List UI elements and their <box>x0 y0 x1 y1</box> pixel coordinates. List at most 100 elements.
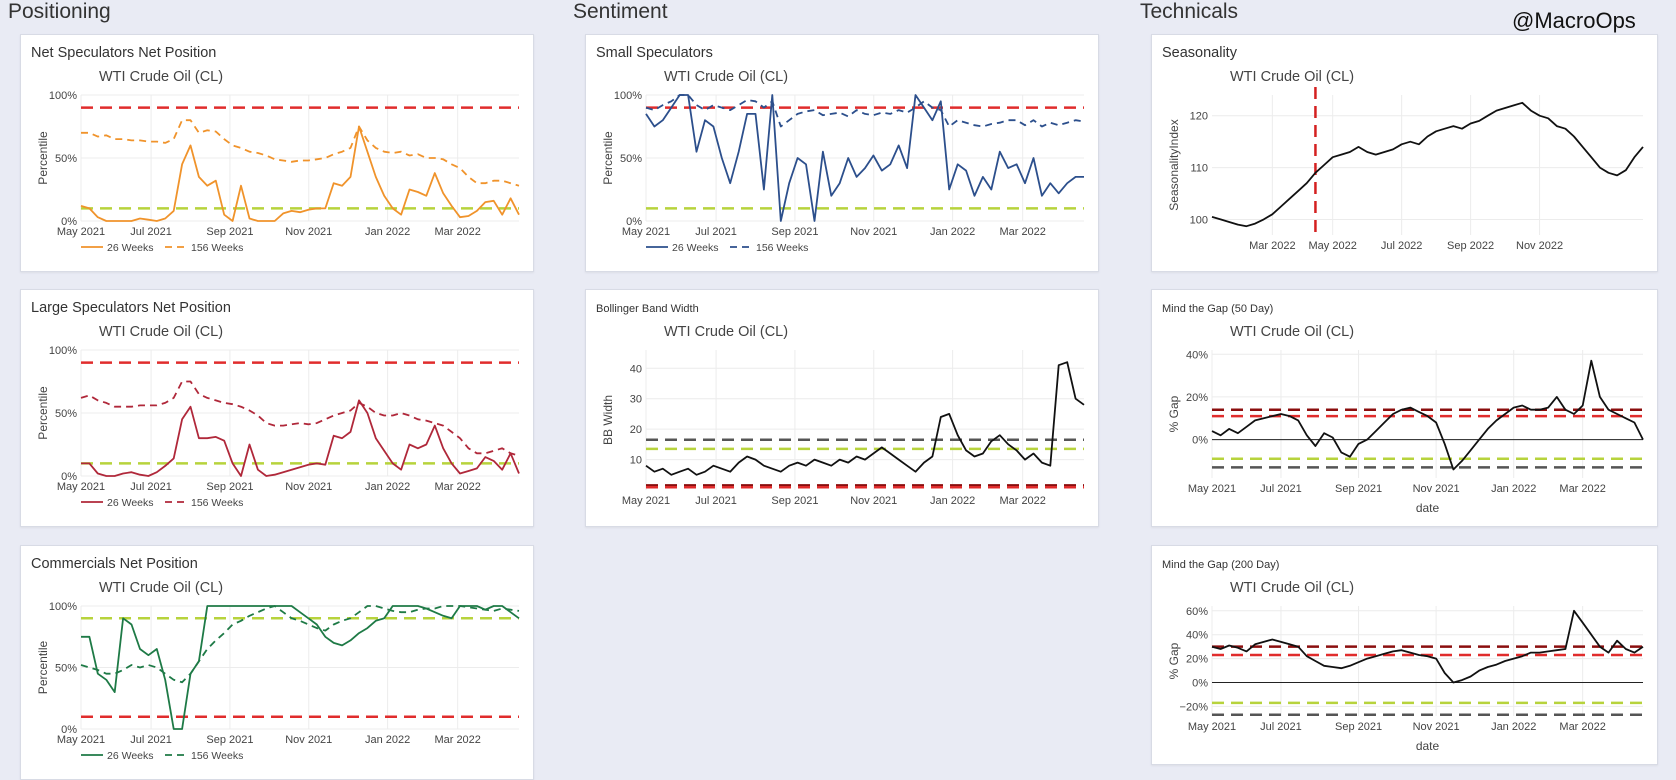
y-tick-label: 20 <box>630 424 642 436</box>
x-tick-label: Jul 2021 <box>130 481 172 493</box>
series-156-weeks <box>645 94 1085 128</box>
y-tick-label: 20% <box>1186 392 1208 404</box>
series-seasonality <box>1211 101 1644 228</box>
legend-label: 26 Weeks <box>107 497 154 509</box>
x-axis-label: date <box>1416 739 1440 753</box>
legend-label: 156 Weeks <box>191 750 243 762</box>
chart-commercials[interactable]: WTI Crude Oil (CL) 0% 50% 100% May 2021 Jul 2… <box>21 546 533 779</box>
y-tick-label: 0% <box>61 471 77 483</box>
x-tick-label: Mar 2022 <box>1249 240 1295 252</box>
x-tick-label: Nov 2021 <box>1413 483 1460 495</box>
chart-bollinger-band-width[interactable]: WTI Crude Oil (CL) 10 20 30 40 May 2021 Jul 20… <box>586 290 1098 526</box>
y-tick-label: 20% <box>1186 654 1208 666</box>
x-tick-label: Jul 2021 <box>1260 721 1302 733</box>
legend-label: 156 Weeks <box>756 242 808 254</box>
x-tick-label: Nov 2021 <box>285 481 332 493</box>
chart-seasonality[interactable]: WTI Crude Oil (CL) 100 110 120 Mar 2022 May 2… <box>1152 35 1657 271</box>
x-tick-label: Jul 2021 <box>1260 483 1302 495</box>
y-tick-label: 0% <box>1192 435 1208 447</box>
brand-watermark: @MacroOps <box>1512 8 1636 33</box>
x-tick-label: Nov 2021 <box>1413 721 1460 733</box>
y-tick-label: 50% <box>620 153 642 165</box>
x-tick-label: Jul 2021 <box>130 734 172 746</box>
series-26-weeks <box>645 94 1084 222</box>
chart-large-speculators[interactable]: WTI Crude Oil (CL) 0% 50% 100% May 2021 Jul 2… <box>21 290 533 526</box>
x-tick-label: May 2021 <box>622 226 670 238</box>
chart-title: WTI Crude Oil (CL) <box>1230 69 1354 85</box>
x-tick-label: May 2022 <box>1309 240 1357 252</box>
x-tick-label: Jan 2022 <box>930 226 975 238</box>
x-tick-label: Mar 2022 <box>434 226 480 238</box>
card-net-speculators: Net Speculators Net Position WTI Crude O… <box>20 34 534 272</box>
x-tick-label: Nov 2022 <box>1516 240 1563 252</box>
chart-net-speculators[interactable]: WTI Crude Oil (CL) 0% 50% 100% May 2021 Jul 2… <box>21 35 533 271</box>
x-tick-label: Jul 2021 <box>130 226 172 238</box>
section-positioning: Positioning <box>8 0 111 23</box>
series--gap <box>1211 359 1644 471</box>
x-tick-label: May 2021 <box>1188 483 1236 495</box>
y-tick-label: 40 <box>630 363 642 375</box>
y-tick-label: 0% <box>61 724 77 736</box>
card-title: Mind the Gap (200 Day) <box>1162 559 1280 571</box>
y-axis-label: % Gap <box>1167 642 1181 679</box>
x-tick-label: Nov 2021 <box>285 226 332 238</box>
x-tick-label: May 2021 <box>622 495 670 507</box>
x-tick-label: Mar 2022 <box>999 495 1045 507</box>
series-156-weeks <box>80 380 520 457</box>
x-tick-label: Sep 2021 <box>1335 483 1382 495</box>
card-title: Mind the Gap (50 Day) <box>1162 303 1274 315</box>
y-tick-label: 100% <box>614 90 642 102</box>
x-tick-label: Sep 2021 <box>206 734 253 746</box>
x-tick-label: Sep 2021 <box>1335 721 1382 733</box>
card-small-speculators: Small Speculators WTI Crude Oil (CL) 0% 50… <box>585 34 1099 272</box>
x-tick-label: Mar 2022 <box>1559 721 1605 733</box>
legend-label: 26 Weeks <box>107 750 154 762</box>
card-title: Seasonality <box>1162 45 1237 61</box>
series-bb-width <box>645 361 1085 476</box>
y-tick-label: 50% <box>55 663 77 675</box>
x-tick-label: Jul 2022 <box>1381 240 1423 252</box>
x-tick-label: Sep 2021 <box>771 226 818 238</box>
x-tick-label: Jan 2022 <box>930 495 975 507</box>
card-mind-the-gap-200: Mind the Gap (200 Day) WTI Crude Oil (CL… <box>1151 545 1658 765</box>
y-tick-label: 40% <box>1186 630 1208 642</box>
y-axis-label: SeasonalityIndex <box>1167 119 1181 210</box>
x-tick-label: May 2021 <box>57 481 105 493</box>
y-axis-label: Percentile <box>601 131 615 185</box>
series--gap <box>1211 609 1644 684</box>
legend-label: 26 Weeks <box>107 242 154 254</box>
y-tick-label: 100% <box>49 345 77 357</box>
y-axis-label: Percentile <box>36 386 50 440</box>
chart-title: WTI Crude Oil (CL) <box>664 324 788 340</box>
card-title: Large Speculators Net Position <box>31 300 231 316</box>
x-tick-label: Jan 2022 <box>365 481 410 493</box>
x-tick-label: Mar 2022 <box>434 481 480 493</box>
y-tick-label: 30 <box>630 394 642 406</box>
card-title: Commercials Net Position <box>31 556 198 572</box>
x-tick-label: Sep 2021 <box>206 481 253 493</box>
legend-label: 156 Weeks <box>191 242 243 254</box>
y-axis-label: % Gap <box>1167 395 1181 432</box>
y-tick-label: 120 <box>1190 111 1208 123</box>
chart-title: WTI Crude Oil (CL) <box>664 69 788 85</box>
x-axis-label: date <box>1416 501 1440 515</box>
x-tick-label: Mar 2022 <box>1559 483 1605 495</box>
y-axis-label: BB Width <box>601 395 615 445</box>
y-tick-label: 0% <box>626 216 642 228</box>
series-26-weeks <box>81 605 520 730</box>
y-tick-label: 50% <box>55 153 77 165</box>
y-tick-label: 0% <box>61 216 77 228</box>
chart-title: WTI Crude Oil (CL) <box>99 69 223 85</box>
x-tick-label: Jan 2022 <box>1491 721 1536 733</box>
card-seasonality: Seasonality WTI Crude Oil (CL) 100 110 120 M… <box>1151 34 1658 272</box>
series-156-weeks <box>80 605 520 684</box>
x-tick-label: Sep 2021 <box>771 495 818 507</box>
y-tick-label: 60% <box>1186 606 1208 618</box>
chart-mind-the-gap-200[interactable]: WTI Crude Oil (CL) −20% 0% 20% 40% 60% May 202… <box>1152 546 1657 764</box>
y-tick-label: 100% <box>49 601 77 613</box>
chart-small-speculators[interactable]: WTI Crude Oil (CL) 0% 50% 100% May 2021 Jul 2… <box>586 35 1098 271</box>
x-tick-label: Jan 2022 <box>365 734 410 746</box>
chart-mind-the-gap-50[interactable]: WTI Crude Oil (CL) 0% 20% 40% May 2021 Jul 20… <box>1152 290 1657 526</box>
y-tick-label: 10 <box>630 455 642 467</box>
x-tick-label: May 2021 <box>57 226 105 238</box>
